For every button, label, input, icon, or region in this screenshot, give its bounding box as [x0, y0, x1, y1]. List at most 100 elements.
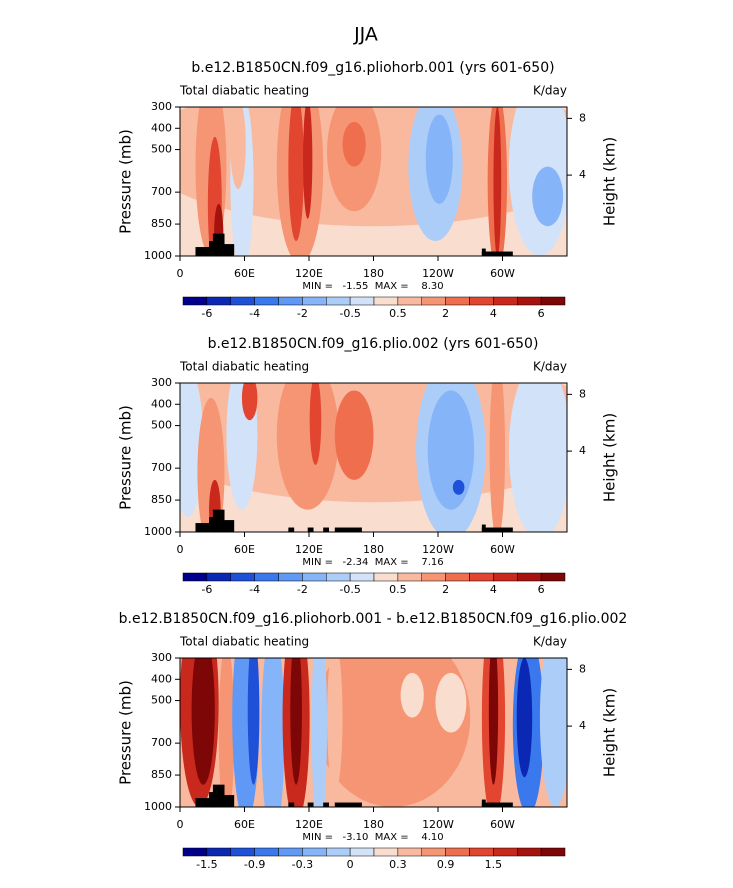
x-tick-label: 180 — [363, 267, 384, 280]
colorbar-label: -2 — [297, 583, 308, 596]
y-tick-label: 400 — [151, 397, 172, 410]
colorbar-label: -0.9 — [244, 858, 265, 871]
terrain — [288, 527, 295, 532]
y-tick-label: 700 — [151, 736, 172, 749]
colorbar-swatch — [421, 847, 446, 857]
y-tick-label: 700 — [151, 461, 172, 474]
y-tick-label: 400 — [151, 672, 172, 685]
colorbar-swatch — [540, 572, 566, 582]
y-tick-label: 500 — [151, 143, 172, 156]
colorbar-swatch — [421, 296, 446, 306]
colorbar-swatch — [397, 847, 422, 857]
x-tick-label: 0 — [177, 543, 184, 556]
units: K/day — [533, 360, 567, 374]
colorbar-label: -6 — [201, 307, 212, 320]
contour-fill — [488, 658, 499, 785]
y2-tick-label: 8 — [579, 387, 586, 400]
terrain — [323, 802, 329, 807]
figure-title: JJA — [353, 24, 378, 46]
colorbar-label: 0.5 — [389, 583, 407, 596]
panel-title: b.e12.B1850CN.f09_g16.plio.002 (yrs 601-… — [208, 336, 539, 352]
colorbar-swatch — [182, 296, 208, 306]
stats: MIN = -2.34 MAX = 7.16 — [302, 557, 443, 568]
colorbar-label: 1.5 — [485, 858, 503, 871]
colorbar-swatch — [349, 296, 375, 306]
colorbar-swatch — [373, 572, 399, 582]
colorbar-swatch — [326, 572, 351, 582]
colorbar-swatch — [326, 296, 351, 306]
y2-tick-label: 4 — [579, 168, 586, 181]
colorbar-swatch — [206, 847, 231, 857]
terrain — [218, 244, 235, 256]
y-tick-label: 1000 — [144, 525, 172, 538]
contour-fill — [452, 479, 465, 495]
colorbar-label: -4 — [249, 307, 260, 320]
contour-fill — [508, 383, 567, 532]
panel-title: b.e12.B1850CN.f09_g16.pliohorb.001 (yrs … — [191, 60, 554, 76]
colorbar-label: 0.5 — [389, 307, 407, 320]
x-tick-label: 60E — [234, 543, 255, 556]
colorbar-swatch — [493, 572, 518, 582]
terrain — [481, 251, 513, 256]
contour-field — [180, 107, 567, 256]
colorbar-swatch — [182, 572, 208, 582]
colorbar-swatch — [182, 847, 208, 857]
panel-title: b.e12.B1850CN.f09_g16.pliohorb.001 - b.e… — [119, 611, 628, 627]
contour-fill — [435, 672, 467, 733]
colorbar-label: -0.3 — [292, 858, 313, 871]
subtitle: Total diabatic heating — [179, 360, 309, 374]
terrain — [323, 527, 329, 532]
contour-fill — [327, 658, 343, 793]
colorbar-swatch — [397, 572, 422, 582]
contour-fill — [508, 107, 567, 256]
contour-fill — [309, 383, 322, 465]
contour-fill — [180, 383, 204, 518]
x-tick-label: 180 — [363, 818, 384, 831]
colorbar-swatch — [206, 572, 231, 582]
y-tick-label: 1000 — [144, 800, 172, 813]
colorbar-swatch — [517, 296, 542, 306]
colorbar-swatch — [326, 847, 351, 857]
colorbar-swatch — [540, 296, 566, 306]
y-tick-label: 400 — [151, 121, 172, 134]
subtitle: Total diabatic heating — [179, 635, 309, 649]
colorbar-swatch — [373, 296, 399, 306]
terrain — [195, 523, 210, 532]
y2-tick-label: 8 — [579, 662, 586, 675]
x-tick-label: 0 — [177, 267, 184, 280]
contour-fill — [489, 383, 506, 532]
contour-field — [180, 658, 567, 807]
colorbar-swatch — [469, 572, 494, 582]
terrain — [195, 247, 210, 256]
y-tick-label: 300 — [151, 100, 172, 113]
contour-field — [180, 383, 567, 532]
contour-fill — [334, 390, 374, 480]
colorbar-label: 2 — [442, 307, 449, 320]
x-tick-label: 60E — [234, 267, 255, 280]
colorbar-label: -6 — [201, 583, 212, 596]
x-tick-label: 60W — [490, 543, 515, 556]
colorbar-swatch — [469, 296, 494, 306]
colorbar-label: 6 — [538, 307, 545, 320]
contour-fill — [241, 383, 258, 421]
colorbar-swatch — [517, 572, 542, 582]
colorbar-swatch — [397, 296, 422, 306]
contour-fill — [230, 107, 246, 189]
colorbar-swatch — [254, 847, 279, 857]
contour-fill — [532, 166, 564, 227]
x-tick-label: 180 — [363, 543, 384, 556]
y-tick-label: 850 — [151, 217, 172, 230]
contour-fill — [303, 107, 313, 219]
y2-tick-label: 4 — [579, 719, 586, 732]
colorbar-label: 4 — [490, 307, 497, 320]
contour-fill — [191, 658, 215, 785]
y2-axis-label: Height (km) — [601, 137, 619, 226]
colorbar-label: 0 — [347, 858, 354, 871]
colorbar-swatch — [469, 847, 494, 857]
colorbar-swatch — [445, 296, 470, 306]
terrain — [334, 527, 362, 532]
panel: b.e12.B1850CN.f09_g16.plio.002 (yrs 601-… — [117, 336, 619, 596]
colorbar-swatch — [349, 847, 375, 857]
y2-tick-label: 4 — [579, 444, 586, 457]
